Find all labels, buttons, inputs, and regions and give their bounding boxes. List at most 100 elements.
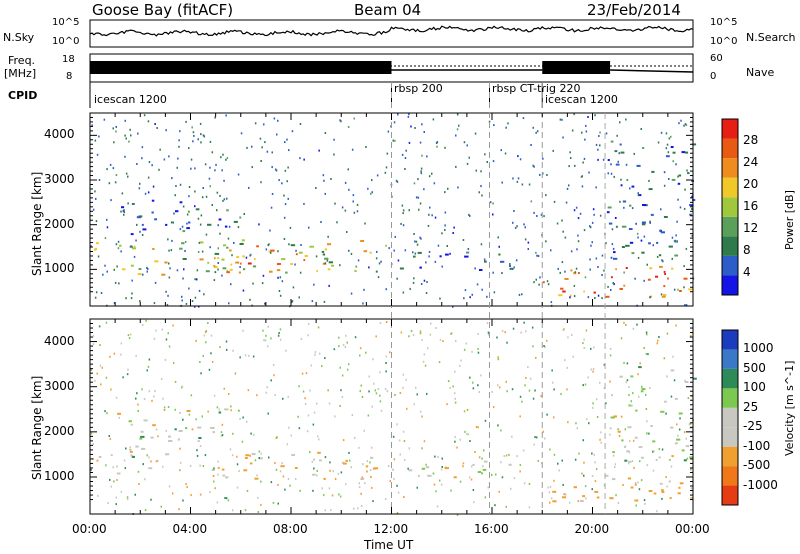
velocity-cell — [321, 487, 323, 490]
velocity-cell — [473, 501, 475, 504]
power-cell — [142, 228, 147, 231]
velocity-cell — [656, 342, 658, 345]
power-cell — [595, 143, 598, 146]
velocity-cell — [340, 471, 343, 474]
velocity-cell — [572, 355, 574, 358]
velocity-cell — [462, 462, 465, 465]
power-cell — [387, 130, 390, 133]
velocity-cell — [163, 409, 166, 411]
power-cell — [288, 243, 290, 246]
power-cell — [539, 173, 541, 176]
power-cell — [512, 221, 514, 224]
velocity-cell — [250, 432, 252, 435]
power-cell — [513, 210, 515, 212]
velocity-cell — [645, 408, 648, 410]
power-cell — [611, 228, 614, 231]
power-cell — [405, 149, 407, 152]
power-cell — [222, 267, 227, 270]
velocity-cell — [599, 438, 601, 441]
power-cell — [270, 249, 275, 252]
power-cell — [211, 151, 214, 154]
velocity-cell — [424, 364, 427, 367]
velocity-cell — [260, 503, 262, 506]
power-cell — [668, 245, 673, 248]
power-cell — [229, 249, 232, 252]
power-cell — [417, 196, 420, 199]
power-cell — [194, 167, 196, 170]
velocity-cell — [281, 462, 283, 465]
power-cell — [207, 261, 210, 264]
velocity-cell — [237, 409, 240, 412]
velocity-cell — [272, 501, 275, 504]
power-cell — [683, 277, 688, 280]
velocity-cell — [316, 474, 318, 477]
velocity-cell — [605, 402, 607, 405]
velocity-cell — [307, 414, 310, 417]
power-cell — [455, 165, 457, 168]
velocity-cell — [257, 511, 260, 513]
nsearch-label: N.Search — [746, 31, 796, 44]
power-cell — [661, 259, 663, 262]
velocity-cell — [372, 467, 377, 470]
power-cell — [271, 193, 274, 195]
power-cell — [118, 244, 122, 247]
velocity-cell — [360, 384, 362, 387]
power-cell — [215, 163, 217, 166]
power-cell — [521, 293, 523, 296]
power-cell — [414, 252, 417, 255]
velocity-cell — [185, 427, 188, 430]
power-cell — [336, 221, 338, 224]
power-cell — [110, 199, 112, 202]
velocity-cell — [139, 437, 143, 440]
velocity-cell — [623, 321, 625, 324]
velocity-cell — [231, 454, 234, 457]
cpid-mode-4: icescan 1200 — [545, 93, 618, 106]
power-cell — [492, 202, 494, 205]
velocity-cell — [419, 330, 422, 333]
power-cell — [444, 146, 446, 149]
power-cell — [194, 296, 197, 299]
power-cell — [552, 149, 554, 152]
velocity-cell — [611, 478, 616, 481]
velocity-cell — [165, 453, 170, 456]
velocity-cell — [277, 502, 279, 505]
velocity-cell — [427, 347, 429, 350]
power-cell — [663, 184, 666, 187]
velocity-cell — [116, 465, 118, 468]
velocity-cell — [625, 323, 627, 326]
power-cell — [428, 250, 431, 253]
velocity-cell — [213, 394, 216, 397]
power-cell — [559, 118, 562, 121]
velocity-cell — [333, 348, 336, 351]
velocity-cell — [239, 417, 241, 420]
velocity-cell — [324, 509, 326, 512]
velocity-cell — [380, 409, 383, 412]
power-cell — [409, 287, 411, 290]
power-cell — [570, 157, 572, 159]
velocity-cell — [630, 400, 632, 403]
velocity-cell — [307, 323, 310, 326]
velocity-cell — [107, 502, 109, 504]
power-cell — [253, 258, 256, 260]
velocity-cell — [153, 337, 156, 340]
power-cell — [194, 190, 196, 193]
power-cell — [619, 288, 623, 290]
power-cell — [683, 286, 685, 289]
power-colorbar-segment — [722, 216, 738, 237]
velocity-cell — [563, 493, 566, 496]
power-cell — [385, 166, 388, 169]
power-cell — [205, 195, 208, 198]
velocity-cell — [661, 489, 664, 492]
velocity-cell — [265, 391, 267, 394]
velocity-cell — [138, 483, 140, 485]
power-cell — [125, 137, 127, 140]
power-cell — [480, 243, 483, 246]
velocity-cell — [643, 347, 645, 349]
velocity-cell — [468, 476, 471, 479]
power-cell — [341, 206, 344, 209]
velocity-cell — [501, 329, 504, 332]
power-cell — [378, 262, 381, 265]
velocity-cell — [225, 497, 228, 500]
power-cell — [123, 213, 125, 216]
power-cell — [500, 260, 505, 263]
